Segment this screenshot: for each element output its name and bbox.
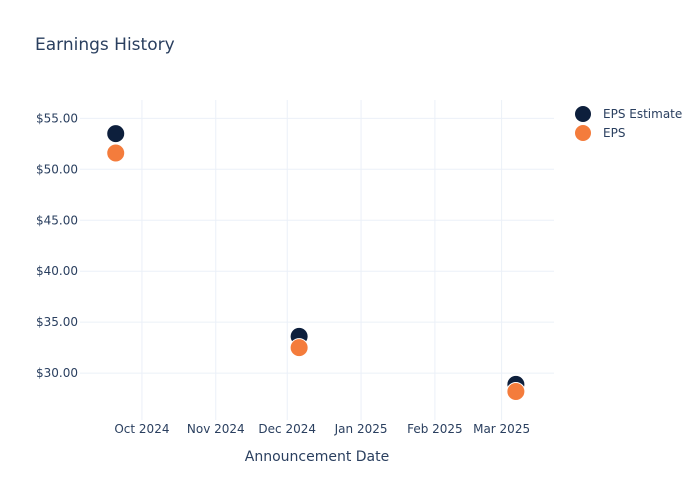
legend-marker [575, 125, 591, 141]
legend-marker [575, 106, 591, 122]
data-points [106, 124, 526, 401]
eps-point[interactable] [506, 381, 526, 401]
y-axis-ticks: $30.00 $35.00 $40.00 $45.00 $50.00 $55.00 [36, 111, 78, 380]
x-tick-label: Feb 2025 [407, 422, 463, 436]
eps-estimate-point[interactable] [106, 124, 126, 144]
eps-point[interactable] [106, 143, 126, 163]
y-tick-label: $35.00 [36, 315, 78, 329]
x-axis-ticks: Oct 2024 Nov 2024 Dec 2024 Jan 2025 Feb 2025… [114, 422, 530, 436]
x-tick-label: Jan 2025 [334, 422, 388, 436]
x-tick-label: Dec 2024 [258, 422, 316, 436]
x-axis-title: Announcement Date [245, 449, 389, 465]
x-tick-label: Mar 2025 [473, 422, 530, 436]
x-tick-label: Nov 2024 [187, 422, 245, 436]
y-tick-label: $30.00 [36, 366, 78, 380]
x-tick-label: Oct 2024 [114, 422, 169, 436]
y-tick-label: $55.00 [36, 111, 78, 125]
y-tick-label: $45.00 [36, 213, 78, 227]
legend-label[interactable]: EPS Estimate [603, 107, 682, 121]
y-tick-label: $40.00 [36, 264, 78, 278]
eps-point[interactable] [289, 338, 309, 358]
y-tick-label: $50.00 [36, 162, 78, 176]
legend-label[interactable]: EPS [603, 126, 625, 140]
grid-lines [80, 100, 554, 420]
legend[interactable]: EPS Estimate EPS [575, 106, 682, 141]
chart-title: Earnings History [35, 35, 175, 55]
